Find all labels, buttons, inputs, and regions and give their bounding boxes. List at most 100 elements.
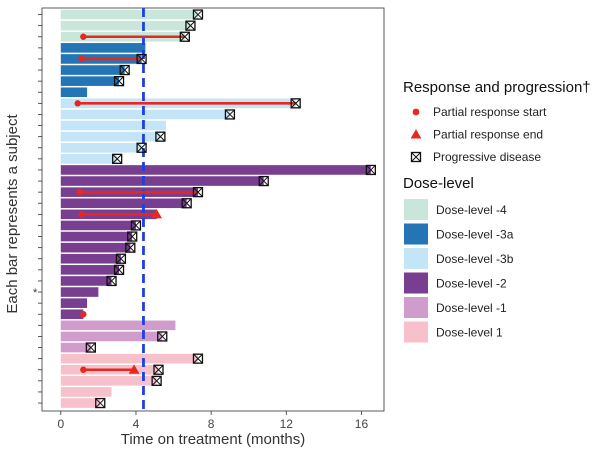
pr-start-marker-17: [76, 188, 83, 196]
pd-marker-2-box: [185, 20, 196, 31]
bar-subject-18: [60, 198, 187, 209]
bar-subject-32: [60, 353, 198, 364]
pd-marker-25: [106, 275, 117, 287]
pd-marker-17-box: [192, 186, 204, 198]
pd-marker-15-box: [365, 164, 376, 176]
bar-subject-21: [60, 231, 133, 242]
pd-marker-10: [224, 109, 236, 120]
pd-marker-34: [151, 375, 162, 387]
pd-marker-7-box: [113, 76, 125, 87]
legend-response-triangle-label: Partial response end: [433, 128, 543, 142]
bar-subject-6: [60, 65, 125, 75]
pd-marker-5-box: [136, 53, 147, 65]
pd-marker-17: [192, 186, 204, 198]
pd-marker-23: [115, 253, 127, 264]
pd-marker-32: [192, 353, 204, 364]
pd-marker-14-cross-b: [112, 153, 123, 164]
legend-dose-swatch-6: [404, 321, 428, 343]
bar-subject-8: [60, 87, 88, 98]
pd-marker-21-box: [127, 231, 138, 242]
bar-subject-26: [60, 287, 99, 297]
pd-marker-36-box: [95, 397, 106, 409]
pd-marker-33: [153, 364, 164, 375]
bar-subject-10: [60, 109, 230, 120]
legend-dose-swatch-4: [404, 272, 428, 294]
legend: Response and progression† Partial respon…: [403, 79, 591, 343]
pd-marker-10-cross-b: [225, 109, 235, 120]
plot-area: [41, 7, 385, 412]
pd-marker-13: [136, 142, 147, 153]
pd-marker-9-cross-b: [290, 98, 301, 109]
bar-subject-14: [60, 154, 118, 164]
pd-marker-23-cross-b: [116, 253, 126, 264]
bar-subject-13: [60, 142, 142, 153]
bar-subject-4: [60, 43, 146, 53]
legend-response-boxed-x-symbol-cross-b: [411, 152, 421, 162]
legend-response-items: Partial response start Partial response e…: [410, 105, 547, 164]
axes: * 0 4 8 12 16: [33, 14, 369, 431]
bar-subject-7: [60, 76, 120, 86]
bar-subject-12: [60, 131, 161, 142]
pd-marker-17-cross-b: [193, 187, 203, 198]
legend-dose-swatch-2: [404, 223, 428, 245]
pd-marker-12-cross-b: [155, 131, 166, 142]
x-tick-label-16: 16: [355, 417, 369, 431]
pd-marker-15-cross-b: [365, 165, 376, 175]
plot-panel: [41, 7, 385, 412]
legend-dose-title: Dose-level: [403, 175, 474, 192]
legend-dose-swatch-5: [404, 297, 428, 318]
pd-marker-20-box: [130, 220, 142, 231]
pd-marker-33-cross-b: [153, 364, 164, 375]
pd-marker-5: [136, 53, 147, 65]
pd-marker-16: [258, 175, 269, 187]
bar-subject-29: [60, 320, 176, 331]
bar-subject-20: [60, 220, 136, 231]
pd-marker-2-cross-b: [185, 20, 196, 31]
pd-marker-10-box: [224, 109, 236, 120]
pr-start-marker-9: [74, 100, 81, 107]
pd-marker-31-box: [85, 342, 97, 353]
pd-marker-21: [127, 231, 138, 242]
pd-marker-18: [181, 198, 192, 209]
pd-marker-6-box: [119, 64, 130, 76]
x-tick-label-4: 4: [133, 417, 140, 431]
pd-marker-20-cross-b: [131, 220, 141, 231]
pd-marker-2: [185, 20, 196, 31]
legend-dose-label-1: Dose-level -4: [436, 203, 507, 217]
bar-subject-36: [60, 398, 101, 408]
pd-marker-3-box: [179, 31, 190, 42]
pd-marker-16-cross-b: [258, 176, 269, 186]
pd-marker-23-box: [115, 253, 127, 264]
bar-subject-11: [60, 120, 167, 131]
y-axis-label: Each bar represents a subject: [4, 114, 21, 314]
pr-start-marker-28: [80, 311, 87, 318]
pd-marker-13-cross-b: [136, 142, 147, 153]
bar-subject-22: [60, 242, 131, 253]
pd-marker-24-box: [113, 264, 125, 276]
legend-dose-label-5: Dose-level -1: [436, 301, 507, 315]
pd-marker-32-box: [192, 353, 204, 364]
bar-subject-27: [60, 298, 88, 308]
pd-marker-32-cross-b: [193, 353, 203, 364]
pd-marker-22: [125, 242, 136, 253]
bar-subject-15: [60, 165, 371, 175]
pr-start-marker-19: [78, 211, 85, 218]
pd-marker-9-box: [290, 98, 301, 109]
pd-marker-7-cross-b: [114, 76, 124, 87]
pd-marker-20: [130, 220, 142, 231]
pd-marker-22-cross-b: [125, 242, 136, 253]
pd-marker-5-cross-b: [136, 54, 147, 64]
pr-start-marker-33: [80, 366, 87, 373]
legend-dose-label-3: Dose-level -3b: [436, 252, 514, 266]
legend-response-boxed-x-symbol: [410, 151, 422, 163]
pd-marker-7: [113, 76, 125, 87]
pd-marker-21-cross-b: [127, 231, 138, 242]
pd-marker-12: [155, 131, 166, 142]
bar-subject-23: [60, 253, 121, 264]
pd-marker-3: [179, 31, 190, 42]
pd-marker-1-box: [192, 9, 204, 20]
pd-marker-16-box: [258, 175, 269, 187]
pd-marker-31: [85, 342, 97, 353]
bar-subject-28: [60, 309, 84, 320]
